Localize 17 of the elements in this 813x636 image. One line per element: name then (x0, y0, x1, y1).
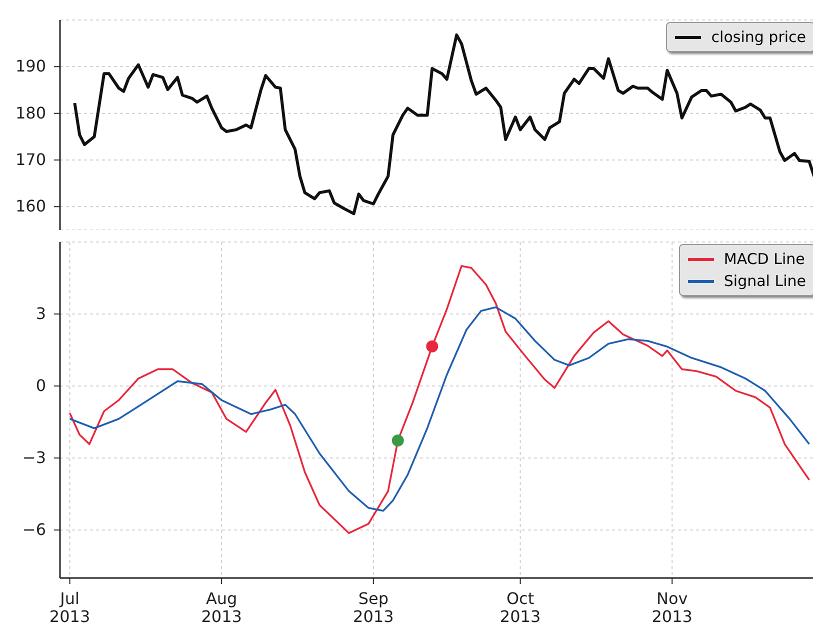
x-tick-label: Aug 2013 (201, 589, 242, 626)
y-tick-label: 0 (36, 376, 46, 395)
y-tick-label: −3 (22, 448, 46, 467)
y-tick-label: 3 (36, 304, 46, 323)
x-tick-label: Jul 2013 (49, 589, 90, 626)
y-tick-label: 160 (15, 196, 46, 216)
y-tick-label: 180 (15, 103, 46, 122)
legend-label: closing price (711, 27, 806, 48)
legend-label: Signal Line (724, 271, 806, 292)
y-tick-label: 170 (15, 150, 46, 169)
line-series (68, 306, 810, 512)
x-tick-label: Nov 2013 (652, 589, 692, 626)
x-tick-label: Sep 2013 (353, 589, 394, 626)
y-tick-label: −6 (22, 520, 46, 539)
y-tick-label: 190 (15, 56, 46, 76)
legend-label: MACD Line (724, 249, 805, 270)
x-tick-label: Oct 2013 (500, 589, 541, 626)
